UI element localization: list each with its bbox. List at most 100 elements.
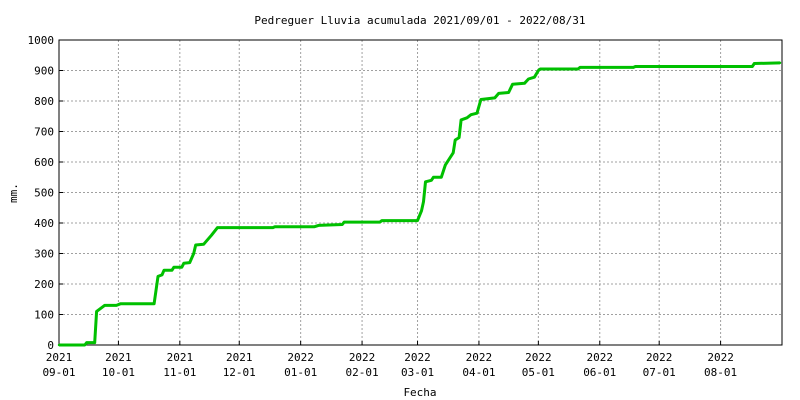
x-tick-label-date: 07-01 bbox=[643, 366, 676, 379]
data-point bbox=[527, 77, 530, 81]
x-tick-label-year: 2022 bbox=[525, 351, 552, 364]
data-point bbox=[778, 61, 782, 65]
data-point bbox=[751, 65, 754, 68]
x-tick-label-year: 2021 bbox=[167, 351, 194, 364]
data-point bbox=[493, 96, 496, 100]
y-tick-label: 500 bbox=[34, 187, 54, 200]
data-point bbox=[378, 220, 382, 224]
y-tick-label: 0 bbox=[47, 339, 54, 352]
data-point bbox=[188, 261, 191, 264]
x-tick-label-year: 2022 bbox=[287, 351, 314, 364]
y-tick-label: 100 bbox=[34, 309, 54, 322]
x-axis-label: Fecha bbox=[403, 386, 436, 399]
data-point bbox=[459, 118, 463, 122]
data-point bbox=[380, 219, 384, 222]
x-tick-label-date: 09-01 bbox=[42, 366, 75, 379]
data-point bbox=[457, 136, 461, 139]
data-point bbox=[95, 310, 98, 313]
data-point bbox=[753, 62, 756, 65]
y-tick-label: 200 bbox=[34, 278, 54, 291]
data-point bbox=[444, 163, 447, 167]
data-point bbox=[422, 200, 425, 203]
data-point bbox=[511, 83, 514, 86]
data-point bbox=[172, 266, 176, 269]
series-line bbox=[59, 61, 781, 347]
data-point bbox=[451, 151, 455, 155]
data-point bbox=[192, 252, 195, 255]
data-point bbox=[343, 220, 346, 224]
data-point bbox=[469, 113, 473, 116]
x-tick-label-date: 04-01 bbox=[462, 366, 495, 379]
data-point bbox=[424, 180, 427, 184]
data-point bbox=[210, 234, 213, 237]
y-tick-label: 400 bbox=[34, 217, 54, 230]
x-tick-label-date: 11-01 bbox=[163, 366, 196, 379]
data-point bbox=[182, 262, 185, 265]
data-point bbox=[313, 225, 316, 228]
data-point bbox=[634, 65, 637, 68]
data-point bbox=[156, 275, 160, 278]
x-tick-label-date: 12-01 bbox=[223, 366, 256, 379]
data-point bbox=[273, 225, 277, 228]
data-point bbox=[448, 157, 451, 161]
x-tick-label-date: 01-01 bbox=[284, 366, 317, 379]
data-point bbox=[115, 304, 118, 307]
x-tick-label-date: 08-01 bbox=[704, 366, 737, 379]
x-tick-label-date: 02-01 bbox=[346, 366, 379, 379]
data-point bbox=[103, 304, 106, 307]
data-point bbox=[119, 302, 122, 306]
x-tick-label-date: 05-01 bbox=[522, 366, 555, 379]
data-point bbox=[93, 341, 96, 344]
data-point bbox=[632, 66, 635, 69]
data-point bbox=[420, 209, 423, 212]
data-point bbox=[194, 243, 197, 247]
data-point bbox=[85, 341, 88, 344]
data-point bbox=[416, 219, 419, 222]
data-point bbox=[475, 112, 479, 115]
chart-title: Pedreguer Lluvia acumulada 2021/09/01 - … bbox=[254, 14, 585, 27]
data-point bbox=[507, 91, 510, 94]
data-point bbox=[479, 98, 483, 101]
y-tick-label: 300 bbox=[34, 248, 54, 261]
data-point bbox=[497, 92, 500, 95]
series-layer bbox=[57, 61, 782, 347]
data-point bbox=[99, 307, 102, 310]
data-point bbox=[170, 269, 174, 272]
data-point bbox=[57, 343, 61, 347]
data-point bbox=[341, 223, 344, 226]
data-point bbox=[430, 179, 433, 182]
data-point bbox=[162, 269, 166, 272]
data-point bbox=[160, 273, 164, 277]
x-tick-label-year: 2022 bbox=[404, 351, 431, 364]
data-point bbox=[576, 67, 580, 71]
data-point bbox=[539, 67, 542, 71]
data-point bbox=[317, 224, 320, 227]
data-point bbox=[180, 266, 184, 269]
grid bbox=[58, 39, 782, 346]
data-point bbox=[453, 138, 457, 142]
x-tick-label-date: 10-01 bbox=[102, 366, 135, 379]
data-point bbox=[465, 116, 469, 119]
y-tick-label: 600 bbox=[34, 156, 54, 169]
data-point bbox=[578, 66, 582, 69]
data-point bbox=[432, 176, 435, 179]
x-tick-label-year: 2022 bbox=[466, 351, 493, 364]
x-tick-label-year: 2022 bbox=[707, 351, 734, 364]
y-axis-label: mm. bbox=[7, 183, 20, 203]
x-tick-label-year: 2021 bbox=[46, 351, 73, 364]
x-tick-label-year: 2021 bbox=[226, 351, 253, 364]
data-point bbox=[537, 69, 540, 72]
y-tick-label: 800 bbox=[34, 95, 54, 108]
x-tick-label-year: 2022 bbox=[349, 351, 376, 364]
x-axis: 2021 09-01 2021 10-01 2021 11-01 2021 12-01 2022… bbox=[42, 341, 737, 379]
y-axis: 0 100 200 300 400 500 600 700 800 900 1000 bbox=[28, 34, 63, 352]
x-tick-label-year: 2022 bbox=[646, 351, 673, 364]
data-point bbox=[152, 302, 156, 306]
y-tick-label: 700 bbox=[34, 126, 54, 139]
data-point bbox=[202, 243, 205, 246]
data-point bbox=[83, 343, 86, 347]
y-tick-label: 1000 bbox=[28, 34, 55, 47]
data-point bbox=[523, 82, 526, 85]
y-tick-label: 900 bbox=[34, 65, 54, 78]
